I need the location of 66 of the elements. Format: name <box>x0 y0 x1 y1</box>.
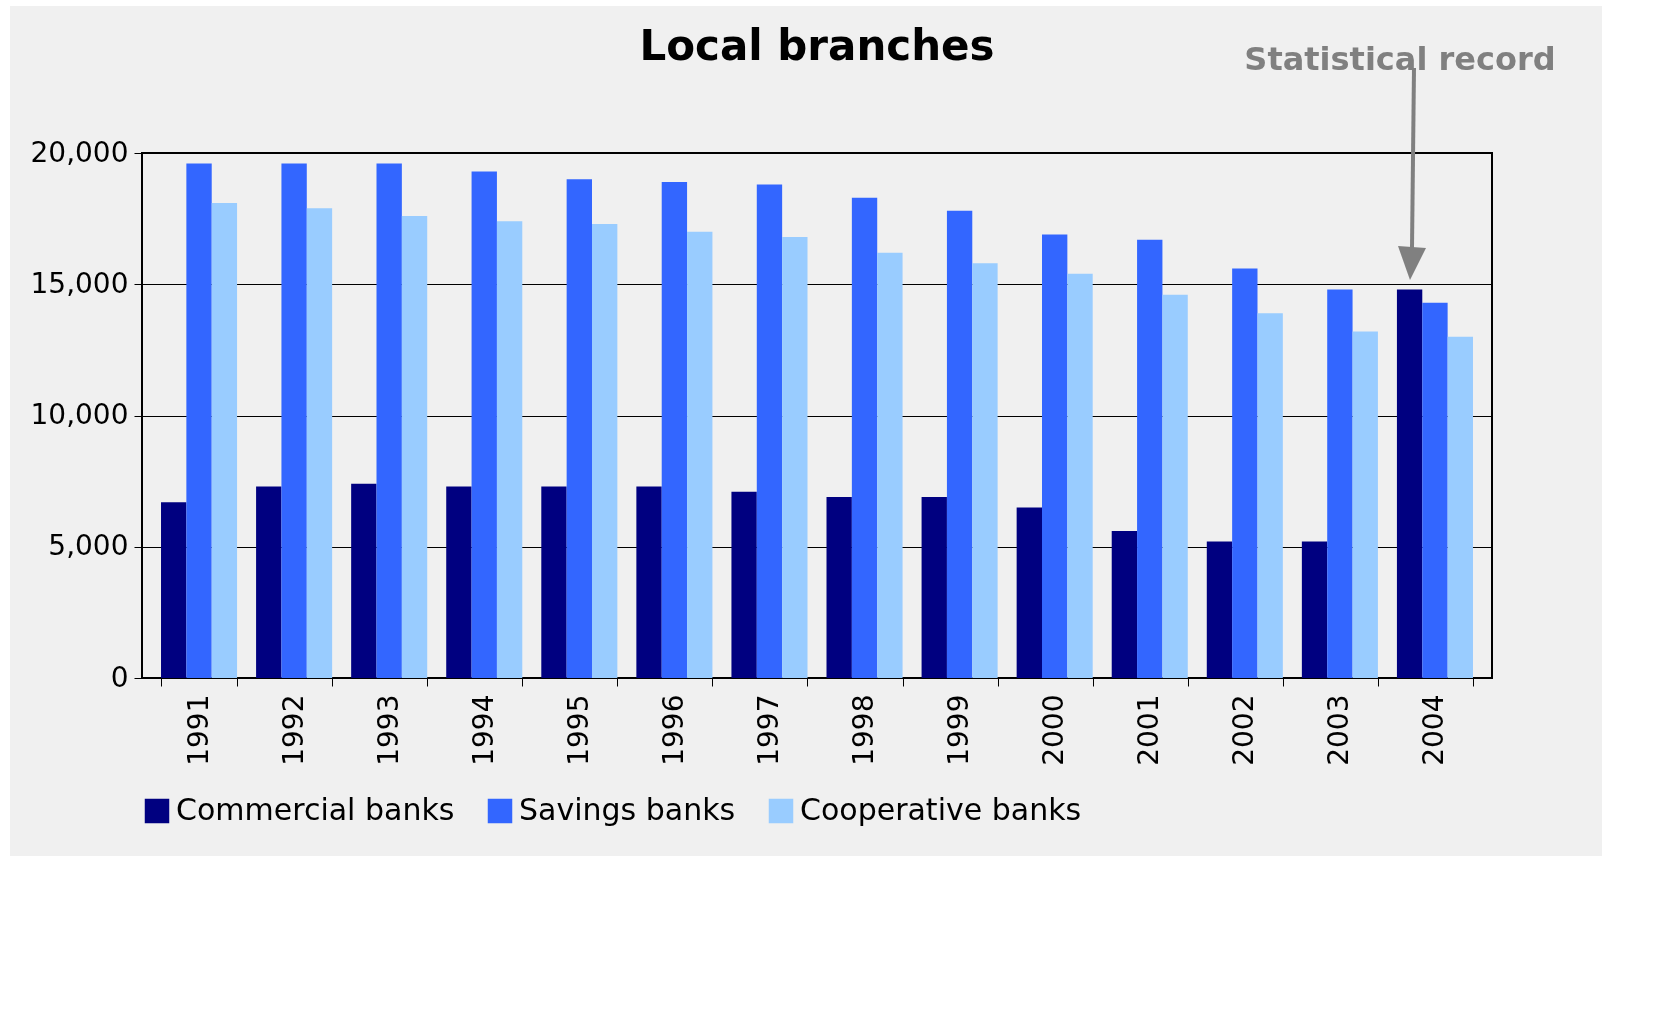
x-tick-label: 1991 <box>181 694 215 766</box>
x-tick-label: 2002 <box>1227 694 1261 766</box>
bar <box>186 163 212 678</box>
chart-title: Local branches <box>639 21 995 70</box>
bar <box>731 491 757 678</box>
x-tick-label: 2001 <box>1132 694 1166 766</box>
bar <box>921 496 947 678</box>
y-tick-label: 20,000 <box>30 135 129 169</box>
x-tick-label: 2000 <box>1037 694 1071 766</box>
bar <box>946 210 973 678</box>
y-tick-label: 10,000 <box>30 398 129 431</box>
bar <box>496 221 523 678</box>
bar <box>1232 268 1258 678</box>
bar <box>211 202 238 678</box>
bar <box>1447 336 1473 678</box>
bar <box>972 263 998 678</box>
bar <box>161 502 187 678</box>
bar <box>1162 294 1188 678</box>
bar <box>446 486 472 678</box>
x-tick-label: 1993 <box>371 694 405 766</box>
bar <box>541 486 567 678</box>
bar <box>306 208 333 678</box>
bar <box>826 496 852 678</box>
bar <box>782 237 808 678</box>
bar <box>281 163 307 678</box>
bar <box>661 181 688 678</box>
bar <box>1327 289 1353 678</box>
bar <box>351 483 377 678</box>
legend-label: Savings banks <box>519 792 736 827</box>
legend-label: Commercial banks <box>176 792 455 827</box>
bar <box>1042 234 1068 678</box>
bar <box>1016 507 1042 678</box>
bar <box>376 163 402 678</box>
bar <box>592 223 618 678</box>
bar <box>1301 541 1328 678</box>
x-tick-label: 2003 <box>1322 694 1356 766</box>
bar <box>256 486 282 678</box>
x-tick-label: 1997 <box>751 694 785 766</box>
bar <box>1111 531 1138 678</box>
x-tick-label: 1998 <box>847 694 881 766</box>
y-tick-label: 0 <box>110 660 129 694</box>
bar <box>1137 239 1163 678</box>
bar <box>756 184 783 678</box>
bar <box>1067 273 1093 678</box>
bar <box>1422 302 1448 678</box>
x-tick-label: 2004 <box>1417 694 1451 766</box>
x-tick-label: 1999 <box>942 694 976 766</box>
bar <box>877 252 903 678</box>
x-tick-label: 1994 <box>466 694 500 766</box>
bar <box>1257 313 1283 678</box>
bar <box>1396 289 1423 678</box>
x-tick-label: 1995 <box>561 694 595 766</box>
x-tick-label: 1992 <box>276 694 310 766</box>
bar <box>851 197 878 678</box>
bar <box>401 216 428 678</box>
y-tick-label: 15,000 <box>30 266 129 300</box>
x-tick-label: 1996 <box>656 694 690 766</box>
bar <box>1206 541 1233 678</box>
y-tick-label: 5,000 <box>48 529 129 563</box>
text: Statistical record <box>1243 40 1557 78</box>
bar <box>1352 331 1378 678</box>
legend-label: Cooperative banks <box>800 792 1082 827</box>
bar <box>636 486 662 678</box>
bar <box>566 179 592 678</box>
bar <box>687 231 713 678</box>
bar <box>471 171 497 678</box>
